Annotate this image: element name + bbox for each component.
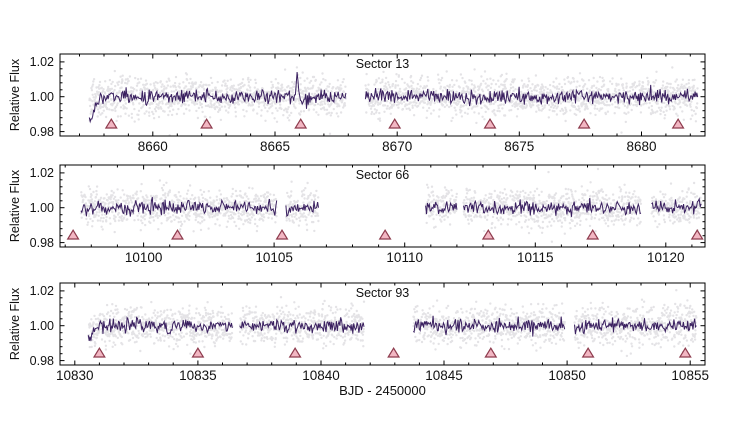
- transit-marker-icon: [275, 229, 289, 240]
- axes-sector-93: [59, 282, 706, 366]
- x-tick-label: 10855: [671, 368, 709, 383]
- transit-marker-icon: [577, 118, 591, 129]
- x-tick-label: 8670: [382, 139, 412, 154]
- transit-marker-icon: [294, 118, 308, 129]
- x-tick-label: 8680: [626, 139, 656, 154]
- x-tick-label: 10835: [179, 368, 217, 383]
- panel-sector-66: 10100 10105 10110 10115 10120 0.98 1.00 1.02: [30, 164, 706, 265]
- transit-marker-icon: [104, 118, 118, 129]
- y-tick-label: 1.00: [30, 201, 54, 215]
- x-tick-label: 10115: [517, 250, 554, 265]
- transit-marker-icon: [288, 347, 302, 358]
- transit-markers-sector-66: [66, 229, 704, 240]
- transit-marker-icon: [581, 347, 595, 358]
- binned-line-sector-66: [80, 196, 702, 218]
- transit-marker-icon: [671, 118, 685, 129]
- axes-sector-13: [59, 53, 706, 137]
- transit-marker-icon: [484, 347, 498, 358]
- tick-labels-sector-66: 10100 10105 10110 10115 10120 0.98 1.00 1.02: [30, 166, 685, 265]
- y-tick-label: 1.02: [30, 166, 54, 180]
- transit-markers-sector-13: [104, 118, 685, 129]
- y-tick-label: 0.98: [30, 125, 54, 139]
- x-tick-label: 8665: [260, 139, 290, 154]
- x-tick-label: 10845: [425, 368, 463, 383]
- axes-sector-66: [59, 164, 706, 248]
- binned-line-sector-93: [87, 315, 697, 341]
- transit-marker-icon: [586, 229, 600, 240]
- y-tick-label: 1.02: [30, 55, 54, 69]
- x-tick-label: 10105: [255, 250, 293, 265]
- x-tick-label: 10830: [56, 368, 94, 383]
- y-tick-label: 0.98: [30, 354, 54, 368]
- transit-marker-icon: [387, 347, 401, 358]
- x-tick-label: 10110: [386, 250, 423, 265]
- transit-marker-icon: [66, 229, 80, 240]
- x-tick-label: 8660: [138, 139, 168, 154]
- binned-line-sector-13: [88, 71, 699, 124]
- x-tick-label: 10120: [647, 250, 685, 265]
- transit-marker-icon: [378, 229, 392, 240]
- y-tick-label: 1.02: [30, 284, 54, 298]
- x-tick-label: 8675: [504, 139, 534, 154]
- transit-marker-icon: [481, 229, 495, 240]
- transit-marker-icon: [200, 118, 214, 129]
- transit-marker-icon: [171, 229, 184, 240]
- panel-sector-13: 8660 8665 8670 8675 8680 0.98 1.00 1.02: [30, 53, 706, 154]
- transit-marker-icon: [678, 347, 692, 358]
- transit-marker-icon: [483, 118, 497, 129]
- panel-sector-93: 10830 10835 10840 10845 10850 10855 0.98 1.00 1.…: [30, 282, 709, 383]
- y-tick-label: 1.00: [30, 90, 54, 104]
- transit-marker-icon: [388, 118, 402, 129]
- x-tick-label: 10850: [548, 368, 586, 383]
- x-tick-label: 10840: [302, 368, 340, 383]
- tick-labels-sector-93: 10830 10835 10840 10845 10850 10855 0.98 1.00 1.…: [30, 284, 709, 383]
- y-tick-label: 0.98: [30, 236, 54, 250]
- transit-marker-icon: [191, 347, 205, 358]
- transit-markers-sector-93: [92, 347, 692, 358]
- y-tick-label: 1.00: [30, 319, 54, 333]
- tick-labels-sector-13: 8660 8665 8670 8675 8680 0.98 1.00 1.02: [30, 55, 657, 154]
- x-tick-label: 10100: [125, 250, 163, 265]
- transit-marker-icon: [92, 347, 106, 358]
- transit-marker-icon: [690, 229, 704, 240]
- scatter-points-sector-66: [79, 167, 703, 247]
